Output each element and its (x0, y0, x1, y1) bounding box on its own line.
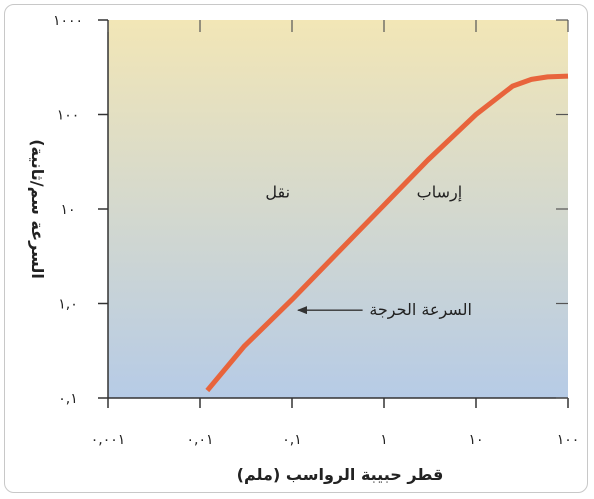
y-tick-label: ١٠٠٠ (53, 13, 83, 29)
plot-area (108, 20, 568, 398)
x-axis-title: قطر حبيبة الرواسب (ملم) (237, 465, 444, 484)
x-tick-label: ١٠٠ (557, 432, 580, 448)
x-tick-label: ١٠ (468, 432, 483, 448)
annotation-label: السرعة الحرجة (369, 300, 472, 320)
annotation-label: إرساب (417, 182, 463, 202)
x-tick-label: ٠,١ (282, 432, 302, 448)
x-tick-label: ٠,٠١ (186, 432, 213, 448)
y-tick-label: ٠,١ (58, 391, 78, 407)
y-tick-label: ١٠٠ (57, 108, 80, 124)
y-tick-label: ١,٠ (58, 297, 78, 313)
y-tick-label: ١٠ (60, 202, 75, 218)
annotation-label: نقل (265, 182, 290, 201)
x-tick-label: ١ (380, 432, 388, 448)
y-axis-title: السرعة سم/ثانية) (28, 139, 47, 279)
x-tick-label: ٠,٠٠١ (91, 432, 126, 448)
critical-velocity-line (205, 73, 569, 393)
